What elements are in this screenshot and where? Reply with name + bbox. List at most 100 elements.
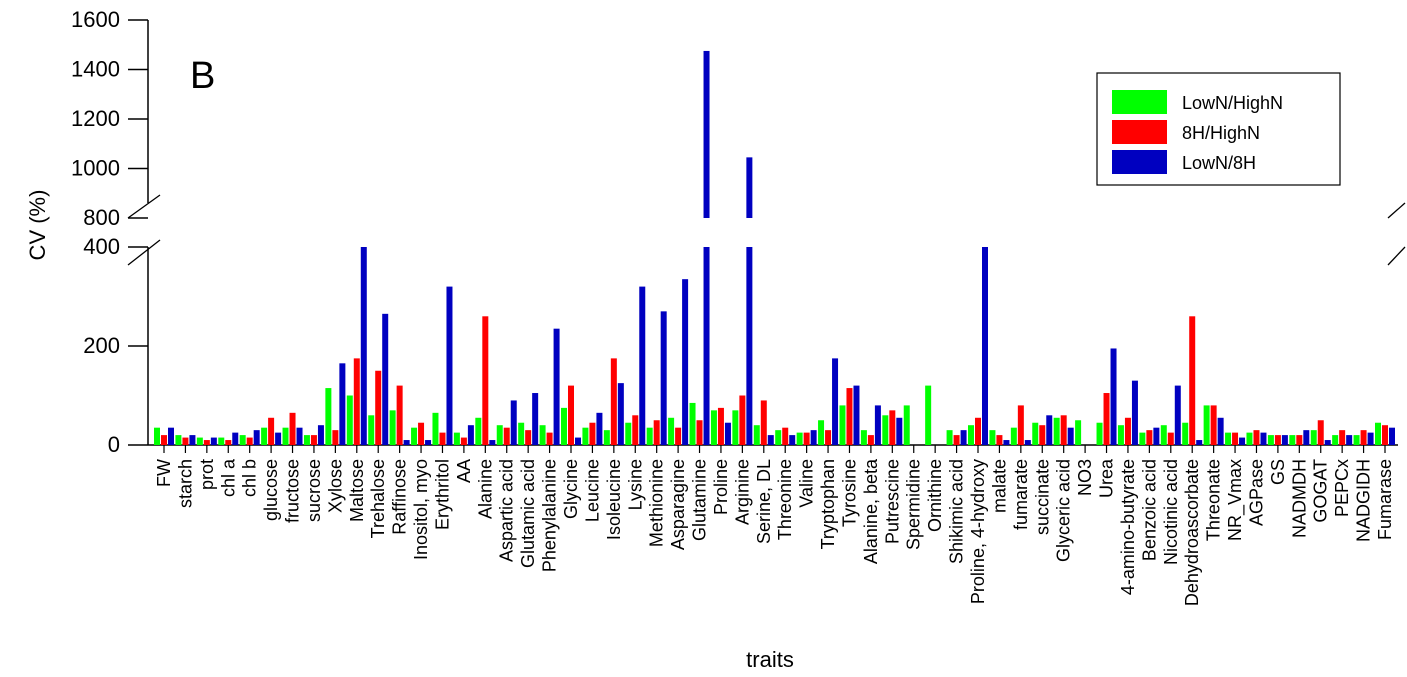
bar [368, 415, 375, 445]
bar [960, 430, 967, 445]
bar [553, 328, 560, 445]
bar [710, 410, 717, 445]
x-tick-label: AGPase [1246, 459, 1266, 526]
legend-swatch [1112, 150, 1167, 174]
x-tick-label: Urea [1097, 458, 1117, 498]
x-tick-label: starch [175, 459, 195, 508]
bar [568, 385, 574, 445]
bar [882, 415, 889, 445]
y-tick-label: 200 [83, 333, 120, 358]
x-tick-label: Ornithine [925, 459, 945, 532]
bar [375, 370, 382, 445]
x-tick-label: GS [1268, 459, 1288, 485]
bar [603, 430, 610, 445]
bar [1274, 435, 1281, 445]
bar [860, 430, 867, 445]
x-tick-label: Methionine [647, 459, 667, 547]
bar [232, 432, 239, 445]
bar [1182, 422, 1189, 445]
bar [411, 427, 418, 445]
bar [418, 422, 425, 445]
bar [446, 286, 453, 445]
y-tick-label: 400 [83, 234, 120, 259]
bar [503, 427, 510, 445]
x-tick-label: chl a [218, 458, 238, 497]
bar [225, 440, 232, 445]
x-tick-label: Serine, DL [754, 459, 774, 544]
bar [782, 427, 789, 445]
x-tick-labels: FW starch prot chl a chl b glucose fructose suc… [154, 445, 1395, 606]
y-tick-label: 800 [83, 205, 120, 230]
x-tick-label: fumarate [1011, 459, 1031, 530]
bar [467, 425, 474, 445]
x-tick-label: Isoleucine [604, 459, 624, 540]
bar [275, 432, 282, 445]
x-tick-label: Aspartic acid [497, 459, 517, 562]
y-tick-label: 1600 [71, 7, 120, 32]
bar [975, 417, 981, 445]
x-axis-label: traits [746, 647, 794, 672]
bar [653, 420, 660, 445]
bar [439, 432, 446, 445]
bar [460, 437, 467, 445]
bar [610, 358, 617, 445]
panel-label: B [190, 55, 215, 97]
x-tick-label: Threonine [775, 459, 795, 540]
bar [154, 427, 160, 445]
bar [732, 410, 739, 445]
bar [161, 435, 167, 445]
bar [1153, 427, 1160, 445]
bar [196, 437, 203, 445]
bar [1024, 440, 1031, 445]
bar [353, 358, 360, 445]
bar [846, 388, 853, 445]
bar [218, 437, 225, 445]
bar [360, 247, 367, 445]
bar [668, 417, 675, 445]
legend-swatch [1112, 90, 1167, 114]
bar [1203, 405, 1210, 445]
bar [1131, 380, 1138, 445]
bar [989, 430, 996, 445]
y-tick-label: 1200 [71, 106, 120, 131]
y-tick-label: 1000 [71, 156, 120, 181]
bar [1124, 417, 1131, 445]
bar [239, 435, 246, 445]
bar [1253, 430, 1260, 445]
bar [510, 400, 517, 445]
bar [639, 286, 646, 445]
bar [767, 435, 774, 445]
bar [1167, 432, 1174, 445]
legend-label: LowN/HighN [1182, 93, 1283, 113]
bar [1289, 435, 1296, 445]
bar [796, 432, 803, 445]
bar [1189, 316, 1196, 445]
bar [1060, 415, 1067, 445]
bar [303, 435, 310, 445]
x-tick-label: NADGIDH [1354, 459, 1374, 542]
bar [1296, 435, 1303, 445]
x-tick-label: Threonate [1204, 459, 1224, 541]
bar [289, 412, 296, 445]
bar [1339, 430, 1346, 445]
bar [561, 407, 567, 445]
bar [1010, 427, 1017, 445]
bar [1003, 440, 1010, 445]
bar [1196, 440, 1203, 445]
bar [268, 417, 275, 445]
bar [753, 425, 760, 445]
bar [482, 316, 489, 445]
axis-break-mark [127, 194, 161, 219]
bar [1067, 427, 1074, 445]
bar [1217, 417, 1224, 445]
axis-break-mark [1387, 246, 1406, 266]
bar [1239, 437, 1246, 445]
x-tick-label: Fumarase [1375, 459, 1395, 540]
bar [996, 435, 1003, 445]
x-tick-label: Glycine [561, 459, 581, 519]
bar [1232, 432, 1239, 445]
x-tick-label: Benzoic acid [1139, 459, 1159, 561]
bar [803, 432, 810, 445]
bar [1310, 430, 1317, 445]
bar [625, 422, 632, 445]
